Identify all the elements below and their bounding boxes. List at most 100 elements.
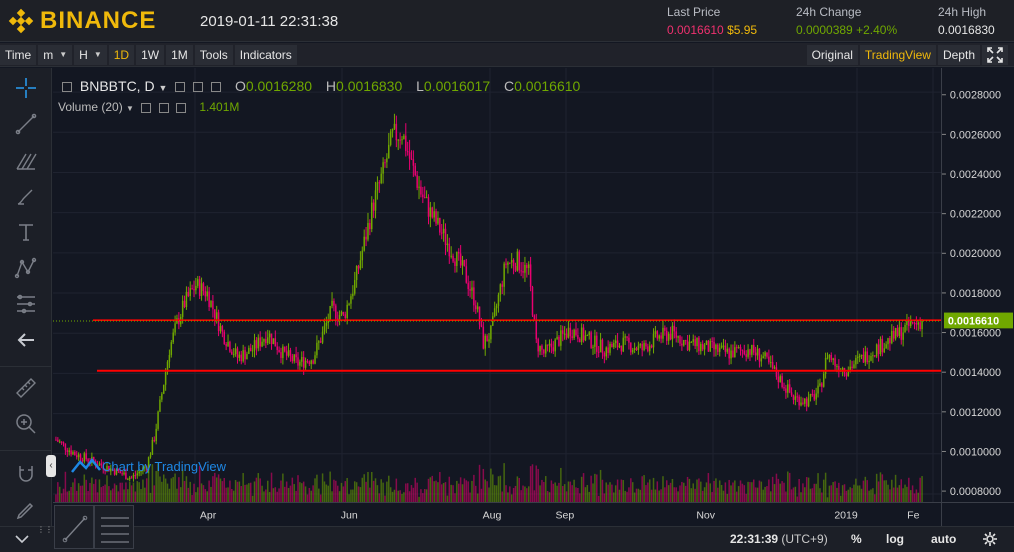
tradingview-watermark[interactable]: Chart by TradingView [70,458,226,474]
favorite-fib-tool[interactable] [94,505,134,549]
candle-body [894,327,897,339]
volume-bar [325,484,328,502]
price-axis[interactable]: 0.0028000 0.0026000 0.0024000 0.0022000 0.00… [941,68,1014,502]
candle-body [138,471,140,474]
measure-tool[interactable] [14,376,38,400]
brush-tool[interactable] [14,184,38,208]
crosshair-tool[interactable] [14,76,38,100]
volume-bar [501,491,503,502]
candle-body [365,236,367,240]
candle-body [405,135,407,151]
zoom-tool[interactable] [14,412,38,436]
candle-body [87,459,89,462]
tb-1w[interactable]: 1W [136,44,165,65]
tb-indicators[interactable]: Indicators [234,44,297,65]
candle-body [819,383,821,386]
candle-body [648,345,651,352]
volume-bar [575,487,577,502]
text-icon [19,224,33,241]
auto-toggle[interactable]: auto [931,532,957,546]
collapse-legend-icon[interactable] [62,82,72,93]
candle-body [410,158,413,160]
magnet-tool[interactable] [14,462,38,486]
chevron-down-button[interactable] [14,531,30,547]
candle-body [306,360,309,362]
volume-bar [367,471,369,502]
volume-bar [232,490,235,502]
tb-original[interactable]: Original [806,45,858,65]
volume-bar [550,480,553,502]
close-icon[interactable] [176,102,186,113]
volume-bar [93,483,95,502]
volume-bar [418,496,420,502]
tb-1m[interactable]: 1M [166,44,193,65]
candle-body [798,396,800,406]
volume-bar [257,473,260,502]
price-chart[interactable] [53,68,941,502]
volume-bar [469,492,471,502]
trendline-tool[interactable] [14,112,38,136]
volume-bar [683,482,685,502]
percent-toggle[interactable]: % [851,532,862,546]
time-axis[interactable]: Apr Jun Aug Sep Nov 2019 Fe [53,502,941,526]
candle-body [333,300,335,306]
settings-icon[interactable] [193,82,204,93]
volume-bar [342,486,345,502]
text-tool[interactable] [14,220,38,244]
volume-bar [839,495,842,502]
back-arrow-tool[interactable] [14,328,38,352]
volume-bar [318,488,320,502]
chart-toolbar: Time m ▼ H ▼ 1D 1W 1M Tools Indicators Ori… [0,43,1014,67]
tb-tools[interactable]: Tools [194,44,233,65]
eye-icon[interactable] [175,82,186,93]
candle-body [376,182,379,191]
drag-handle[interactable]: ⋮⋮ [37,513,53,547]
candle-body [153,439,156,442]
candle-body [238,354,241,358]
pattern-tool[interactable] [14,256,38,280]
candle-body [212,300,214,310]
volume-bar [548,492,551,502]
change-24h-value: 0.0000389 [796,23,853,37]
candle-body [270,333,273,345]
volume-bar [108,486,110,502]
candle-body [847,371,850,377]
tb-1d[interactable]: 1D [108,44,135,65]
log-toggle[interactable]: log [886,532,904,546]
tb-minutes-dropdown[interactable]: m ▼ [38,44,73,65]
candle-body [72,451,74,455]
fullscreen-button[interactable] [982,45,1008,65]
pencil-tool[interactable] [14,498,38,522]
volume-bar [921,476,923,502]
collapse-sidebar-handle[interactable]: ‹ [46,455,56,477]
volume-bar [189,481,191,502]
close-icon[interactable] [211,82,222,93]
candle-body [618,345,621,348]
volume-bar [461,484,464,502]
tb-tradingview[interactable]: TradingView [859,45,936,65]
candle-body [266,337,269,344]
tb-hours-dropdown[interactable]: H ▼ [74,44,107,65]
candle-body [760,358,763,362]
favorite-line-tool[interactable] [54,505,94,549]
candle-body [908,319,910,326]
tb-time[interactable]: Time [0,44,37,65]
volume-bar [68,490,70,502]
chart-settings-button[interactable] [982,531,998,547]
candle-body [198,279,201,296]
binance-logo[interactable]: BINANCE [8,7,156,34]
tb-depth[interactable]: Depth [937,45,980,65]
caret-down-icon[interactable]: ▼ [126,104,134,113]
volume-bar [798,479,800,502]
volume-bar [217,474,220,502]
candle-body [187,291,190,297]
pitchfork-tool[interactable] [14,148,38,172]
fib-tool[interactable] [14,292,38,316]
caret-down-icon[interactable]: ▼ [158,83,168,93]
volume-bar [703,487,706,502]
eye-icon[interactable] [141,102,152,113]
fib-lines-icon [101,517,129,543]
settings-icon[interactable] [158,102,169,113]
volume-label[interactable]: Volume (20) [58,100,123,114]
symbol-label[interactable]: BNBBTC, D [79,78,155,94]
